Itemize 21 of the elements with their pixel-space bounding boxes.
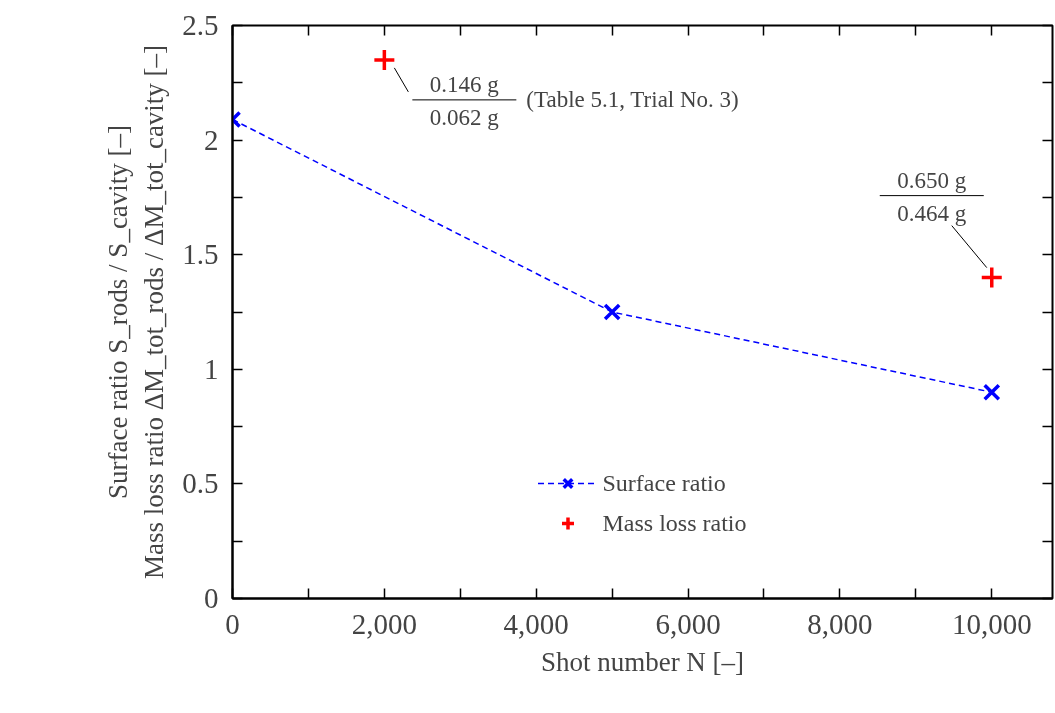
annotation: 0.062 g (429, 104, 500, 130)
annotation: (Table 5.1, Trial No. 3) (526, 87, 739, 113)
y-tick-label: 0 (204, 582, 219, 614)
y-tick-label: 0.5 (182, 467, 219, 500)
annotation: 0.650 g (897, 167, 967, 193)
x-tick-label: 2,000 (351, 607, 417, 640)
annotation: 0.464 g (897, 200, 967, 226)
annotation: 0.146 g (429, 71, 500, 97)
x-tick-label: 10,000 (951, 607, 1032, 640)
y-tick-label: 2 (204, 123, 219, 156)
y-axis-title: Surface ratio S_rods / S_cavity [–] Mass loss ratio ΔM_tot_rods / ΔM_tot_cavity [–] (103, 44, 170, 580)
y-tick-label: 1 (204, 352, 219, 385)
x-tick-label: 8,000 (807, 607, 873, 640)
y-tick-label: 1.5 (182, 238, 219, 271)
x-tick-label: 6,000 (655, 607, 721, 640)
x-tick-label: 0 (225, 607, 240, 640)
x-axis-title: Shot number N [–] (540, 646, 745, 677)
x-tick-label: 4,000 (503, 607, 569, 640)
legend-label: Surface ratio (602, 469, 726, 497)
y-tick-label: 2.5 (182, 9, 219, 41)
legend-label: Mass loss ratio (602, 509, 747, 537)
